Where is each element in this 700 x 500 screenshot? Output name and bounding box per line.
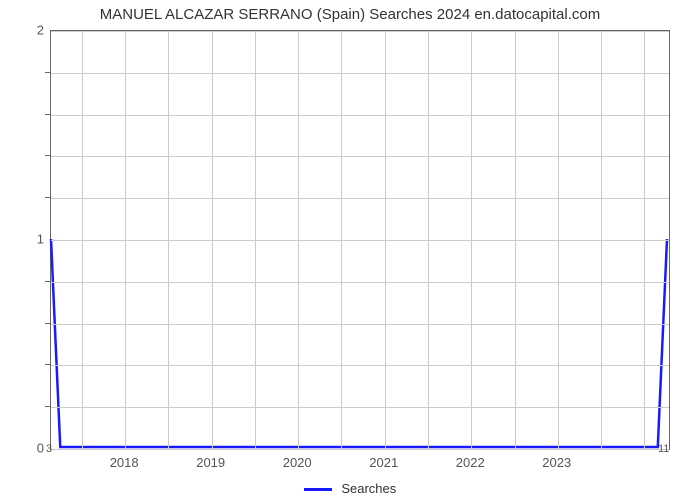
x-tick-label: 2022 [456,455,485,470]
y-minor-tick [45,155,50,156]
y-minor-tick [45,281,50,282]
y-tick-label: 0 [37,441,44,456]
x-endpoint-right: 11 [658,443,669,455]
gridline-horizontal [51,449,669,450]
gridline-horizontal [51,31,669,32]
y-tick-label: 1 [37,232,44,247]
gridline-horizontal [51,407,669,408]
legend: Searches [0,481,700,496]
x-tick-label: 2023 [542,455,571,470]
gridline-horizontal [51,73,669,74]
x-tick-label: 2021 [369,455,398,470]
legend-swatch [304,488,332,491]
gridline-horizontal [51,365,669,366]
x-endpoint-left: 3 [46,443,52,455]
gridline-horizontal [51,282,669,283]
gridline-horizontal [51,324,669,325]
y-minor-tick [45,72,50,73]
gridline-horizontal [51,156,669,157]
plot-area [50,30,670,450]
gridline-horizontal [51,198,669,199]
x-tick-label: 2018 [110,455,139,470]
gridline-horizontal [51,115,669,116]
y-minor-tick [45,364,50,365]
legend-label: Searches [341,481,396,496]
x-tick-label: 2019 [196,455,225,470]
x-tick-label: 2020 [283,455,312,470]
y-minor-tick [45,114,50,115]
y-minor-tick [45,197,50,198]
y-minor-tick [45,406,50,407]
chart-container: MANUEL ALCAZAR SERRANO (Spain) Searches … [0,0,700,500]
y-minor-tick [45,323,50,324]
gridline-horizontal [51,240,669,241]
chart-title: MANUEL ALCAZAR SERRANO (Spain) Searches … [0,6,700,23]
y-tick-label: 2 [37,23,44,38]
